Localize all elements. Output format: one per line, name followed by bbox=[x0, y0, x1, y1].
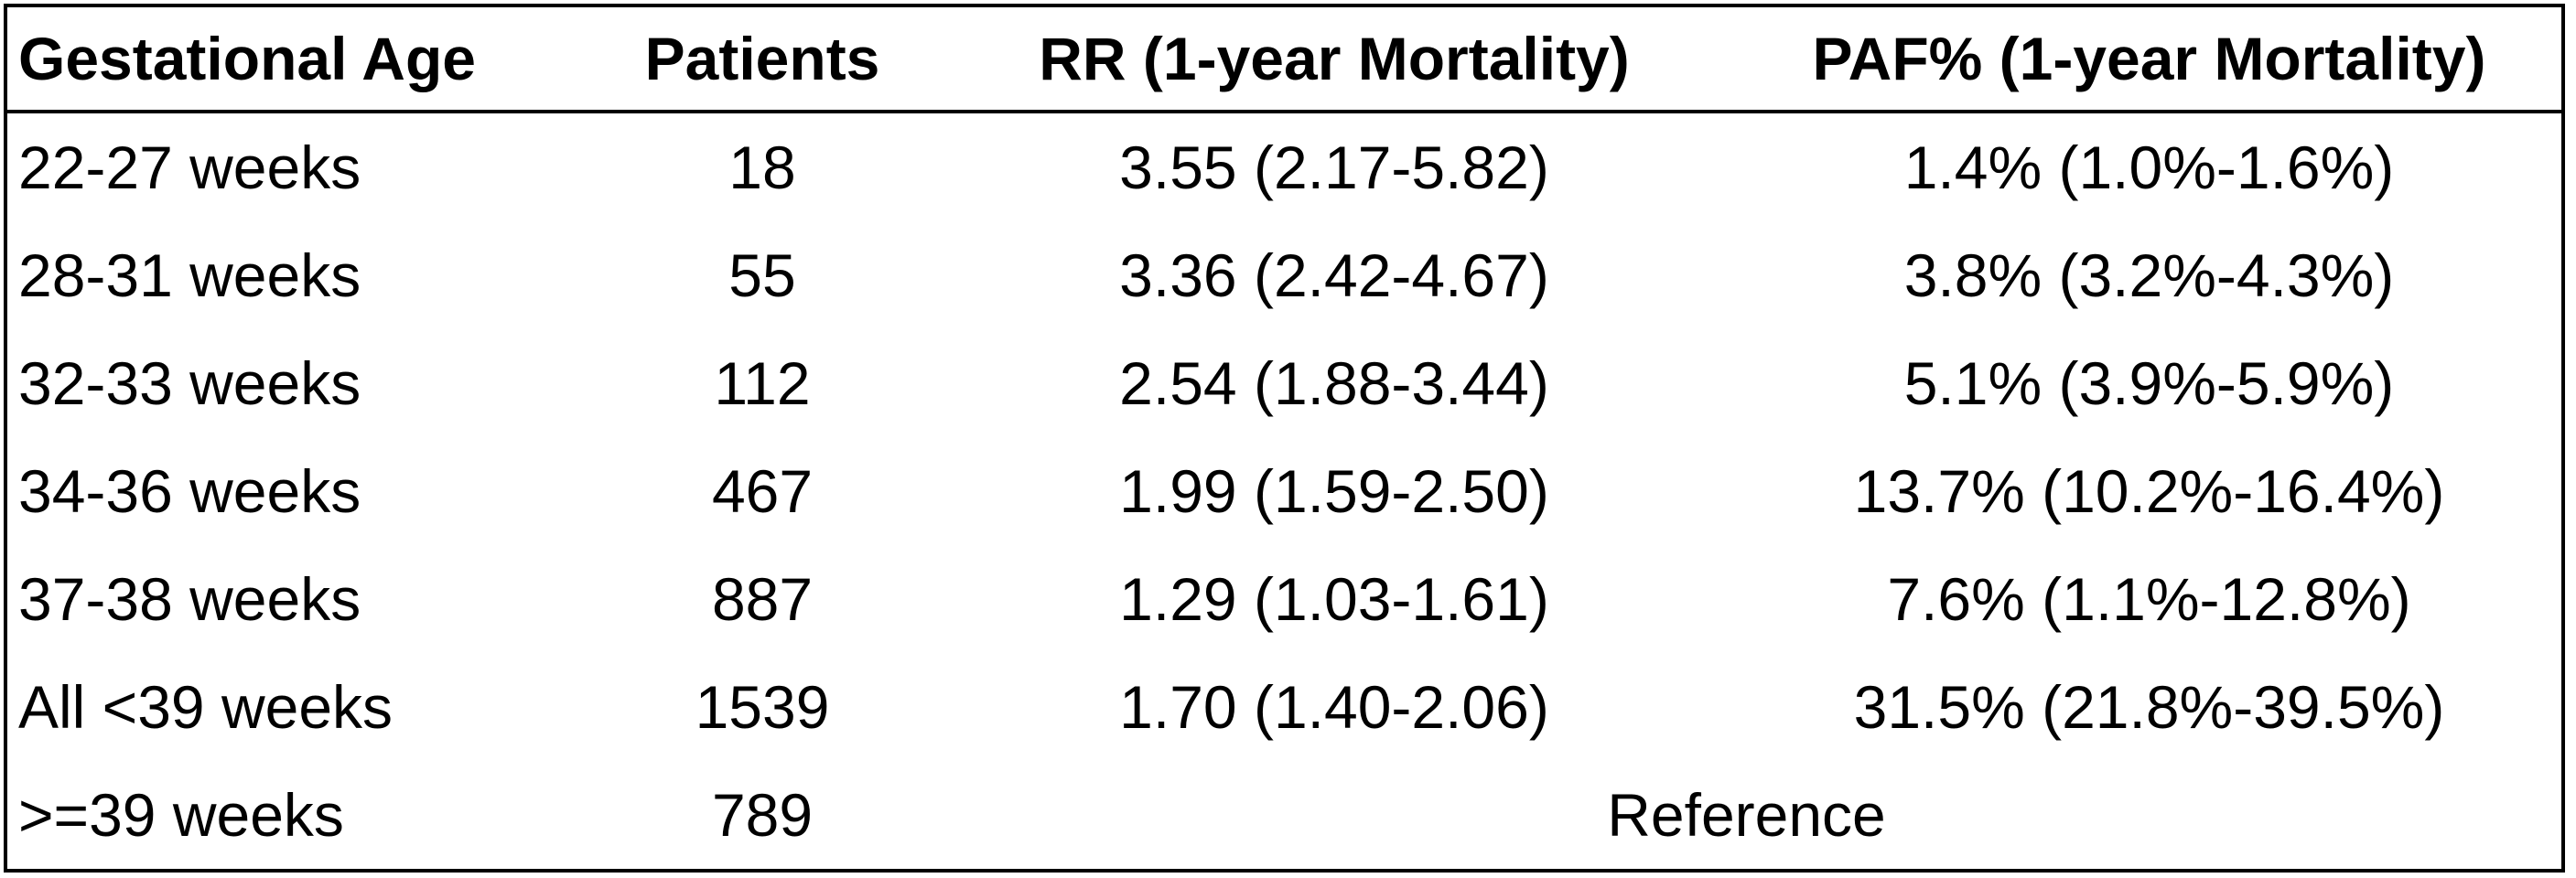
table-row: 32-33 weeks 112 2.54 (1.88-3.44) 5.1% (3… bbox=[7, 329, 2561, 437]
cell-rr: 1.29 (1.03-1.61) bbox=[1119, 565, 1549, 633]
cell-patients: 1539 bbox=[695, 673, 830, 741]
table-row: All <39 weeks 1539 1.70 (1.40-2.06) 31.5… bbox=[7, 653, 2561, 761]
cell-gestational-age: All <39 weeks bbox=[18, 673, 393, 741]
reference-row: >=39 weeks 789 Reference bbox=[7, 761, 2561, 869]
cell-patients: 18 bbox=[728, 134, 796, 201]
cell-patients: 112 bbox=[714, 349, 811, 417]
cell-patients: 55 bbox=[728, 241, 796, 309]
cell-gestational-age: 22-27 weeks bbox=[18, 134, 361, 201]
cell-gestational-age: >=39 weeks bbox=[18, 781, 344, 849]
table-row: 22-27 weeks 18 3.55 (2.17-5.82) 1.4% (1.… bbox=[7, 112, 2561, 221]
cell-paf: 7.6% (1.1%-12.8%) bbox=[1887, 565, 2411, 633]
header-row: Gestational Age Patients RR (1-year Mort… bbox=[7, 7, 2561, 113]
cell-paf: 31.5% (21.8%-39.5%) bbox=[1853, 673, 2445, 741]
reference-label: Reference bbox=[1607, 781, 1886, 849]
cell-rr: 1.99 (1.59-2.50) bbox=[1119, 457, 1549, 525]
cell-gestational-age: 37-38 weeks bbox=[18, 565, 361, 633]
cell-rr: 3.55 (2.17-5.82) bbox=[1119, 134, 1549, 201]
cell-gestational-age: 32-33 weeks bbox=[18, 349, 361, 417]
cell-gestational-age: 34-36 weeks bbox=[18, 457, 361, 525]
cell-rr: 3.36 (2.42-4.67) bbox=[1119, 241, 1549, 309]
cell-patients: 887 bbox=[711, 565, 814, 633]
table-row: 34-36 weeks 467 1.99 (1.59-2.50) 13.7% (… bbox=[7, 437, 2561, 545]
table-row: 37-38 weeks 887 1.29 (1.03-1.61) 7.6% (1… bbox=[7, 545, 2561, 653]
header-rr: RR (1-year Mortality) bbox=[932, 7, 1737, 113]
table-row: 28-31 weeks 55 3.36 (2.42-4.67) 3.8% (3.… bbox=[7, 221, 2561, 329]
header-paf: PAF% (1-year Mortality) bbox=[1737, 7, 2561, 113]
cell-patients: 467 bbox=[711, 457, 814, 525]
cell-rr: 2.54 (1.88-3.44) bbox=[1119, 349, 1549, 417]
cell-paf: 13.7% (10.2%-16.4%) bbox=[1853, 457, 2445, 525]
cell-paf: 1.4% (1.0%-1.6%) bbox=[1903, 134, 2395, 201]
table-frame: Gestational Age Patients RR (1-year Mort… bbox=[4, 4, 2565, 873]
header-patients: Patients bbox=[593, 7, 932, 113]
cell-paf: 5.1% (3.9%-5.9%) bbox=[1903, 349, 2395, 417]
cell-rr: 1.70 (1.40-2.06) bbox=[1119, 673, 1549, 741]
cell-patients: 789 bbox=[711, 781, 814, 849]
header-gestational-age: Gestational Age bbox=[7, 7, 593, 113]
mortality-table: Gestational Age Patients RR (1-year Mort… bbox=[7, 7, 2561, 869]
cell-gestational-age: 28-31 weeks bbox=[18, 241, 361, 309]
cell-paf: 3.8% (3.2%-4.3%) bbox=[1903, 241, 2395, 309]
